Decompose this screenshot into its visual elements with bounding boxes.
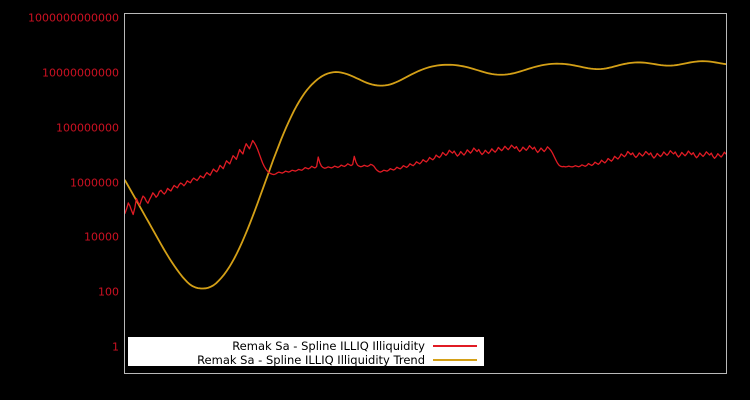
y-axis-tick-label: 10000 — [84, 230, 119, 244]
y-axis-tick-label: 1000000000000 — [28, 11, 119, 25]
y-axis-tick-label: 100000000 — [56, 121, 119, 135]
legend-label-illiquidity: Remak Sa - Spline ILLIQ Illiquidity — [232, 339, 425, 353]
y-axis-tick-label: 100 — [98, 285, 119, 299]
series-line-illiquidity — [125, 139, 726, 216]
y-axis-tick-label: 10000000000 — [42, 66, 119, 80]
plot-svg — [125, 60, 726, 290]
y-axis-tick-label: 1 — [112, 340, 119, 354]
legend-swatch-illiquidity — [433, 345, 477, 347]
legend-label-trend: Remak Sa - Spline ILLIQ Illiquidity Tren… — [197, 353, 425, 367]
chart-legend: Remak Sa - Spline ILLIQ Illiquidity Rema… — [128, 337, 484, 366]
legend-swatch-trend — [433, 359, 477, 361]
y-axis-tick-labels: 1000000000000 10000000000 100000000 1000000… — [0, 0, 119, 400]
series-line-trend — [125, 60, 726, 290]
plot-area — [124, 13, 727, 374]
legend-item-trend: Remak Sa - Spline ILLIQ Illiquidity Tren… — [129, 353, 483, 367]
legend-item-illiquidity: Remak Sa - Spline ILLIQ Illiquidity — [129, 339, 483, 353]
y-axis-tick-label: 1000000 — [70, 176, 119, 189]
